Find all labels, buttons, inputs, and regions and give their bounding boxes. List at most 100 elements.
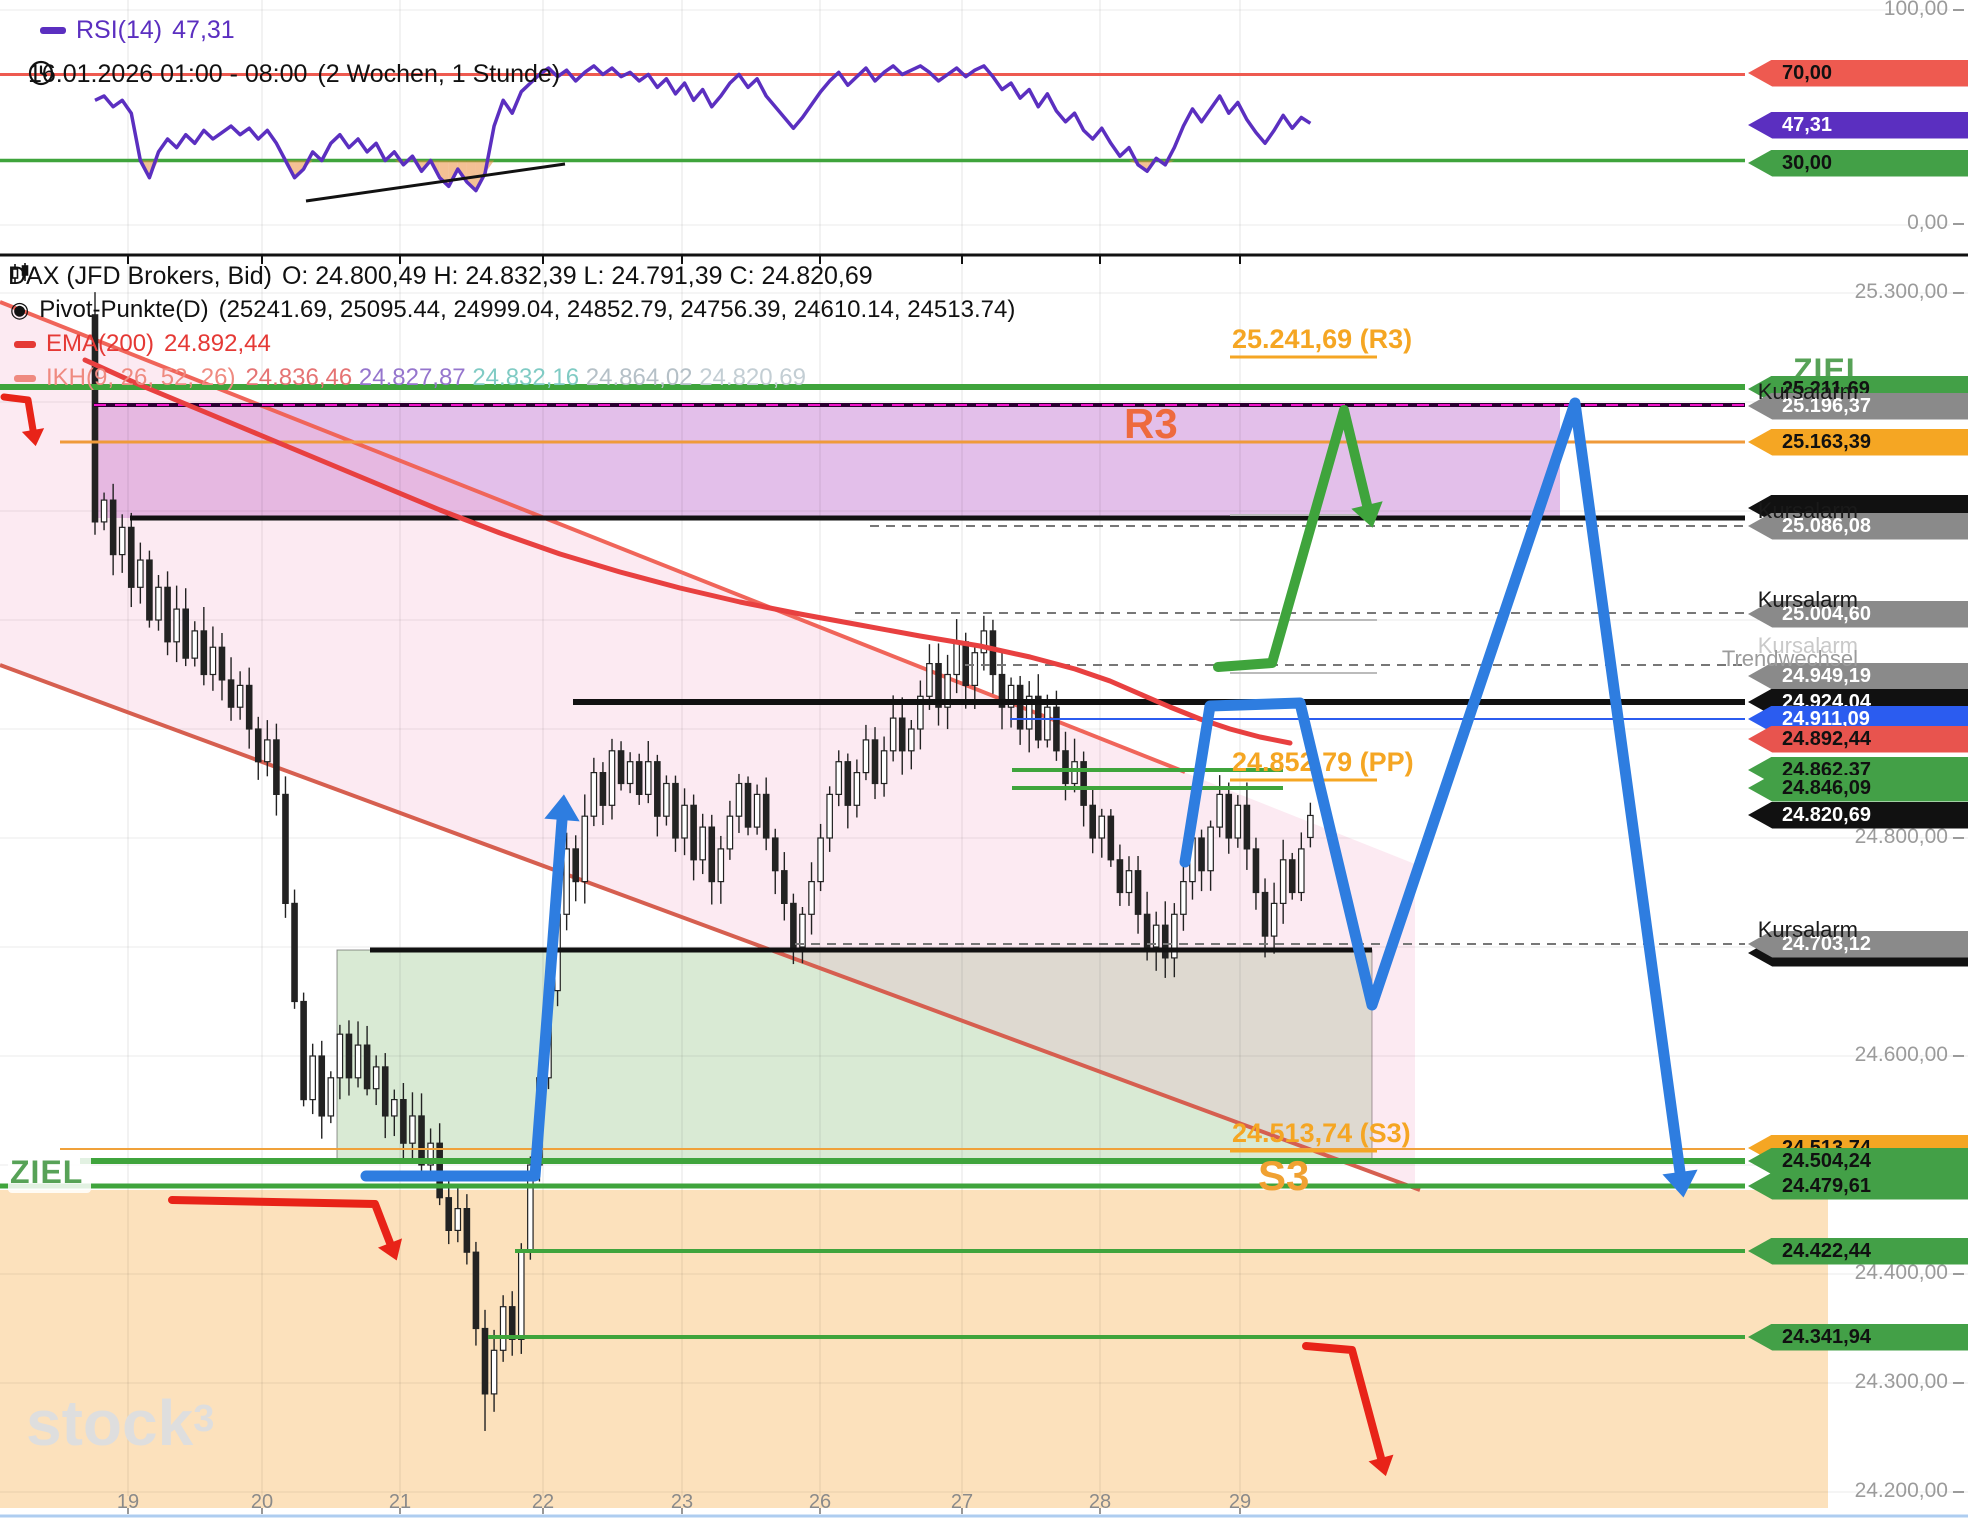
red-arrow-bottomleft[interactable] (168, 1196, 394, 1247)
candle-body (935, 662, 942, 708)
support-zone-green (336, 949, 1373, 1162)
instrument-icon (11, 263, 29, 284)
kursalarm-label[interactable]: Kursalarm (1757, 379, 1858, 404)
candle-body (463, 1207, 471, 1253)
candle-body (690, 804, 697, 861)
channel-upper-line[interactable] (0, 300, 1186, 774)
candle-body (862, 739, 870, 774)
rsi-legend-label: RSI(14) (76, 16, 163, 44)
candle-body (436, 1142, 443, 1199)
ziel-label-bottom: ZIEL (8, 1154, 92, 1193)
candle-body (1288, 859, 1296, 894)
candle-body (191, 630, 199, 659)
red-arrow-bottommid[interactable] (1302, 1342, 1385, 1462)
candle-body (1089, 804, 1097, 839)
axis-price-label: 24.200,00 (1854, 1479, 1965, 1502)
price-tag[interactable]: 24.892,44 (1748, 725, 1968, 753)
channel-lower-line[interactable] (0, 663, 1421, 1192)
candle-body (599, 771, 607, 806)
price-tag[interactable]: 25.163,39 (1748, 428, 1968, 456)
blue-arrow-up[interactable] (360, 814, 568, 1182)
green-scenario-arrow[interactable] (1213, 405, 1372, 672)
candle-body (1216, 793, 1223, 828)
candle-body (1152, 924, 1160, 948)
price-tag[interactable]: 25.086,08 (1748, 512, 1968, 540)
price-tag[interactable]: 30,00 (1748, 149, 1968, 177)
kursalarm-label[interactable]: Kursalarm (1757, 917, 1858, 942)
candle-body (581, 815, 589, 883)
candle-body (182, 608, 190, 659)
price-tag[interactable]: 24.504,24 (1748, 1147, 1968, 1175)
axis-day-label: 19 (116, 1491, 140, 1513)
ikh-line-icon (14, 374, 36, 382)
candle-body (363, 1044, 371, 1090)
candle-body (118, 526, 126, 556)
price-tag[interactable]: 25.004,60 (1748, 600, 1968, 628)
red-arrow-topleft[interactable] (0, 393, 37, 434)
candle-body (173, 608, 180, 643)
axis-price-label: 24.800,00 (1854, 825, 1965, 848)
blue-zigzag-arrow-head[interactable] (1662, 1169, 1698, 1198)
price-tag[interactable]: 70,00 (1748, 59, 1968, 87)
candle-body (626, 761, 634, 785)
ema-legend[interactable]: EMA(200) 24.892,44 (14, 330, 271, 358)
price-tag[interactable]: 24.820,69 (1748, 801, 1968, 829)
candle-body (1116, 859, 1124, 894)
time-granularity: (2 Wochen, 1 Stunde) (317, 60, 561, 88)
price-tag[interactable]: 24.341,94 (1748, 1323, 1968, 1351)
candle-body (672, 782, 679, 839)
kursalarm-label[interactable]: Kursalarm (1757, 498, 1858, 523)
s3-pivot-label: 24.513,74 (S3) (1232, 1118, 1411, 1148)
red-arrow-bottommid-head[interactable] (1368, 1454, 1394, 1477)
candle-body (218, 646, 226, 681)
price-tag[interactable]: 24.846,09 (1748, 774, 1968, 802)
instrument-row[interactable]: DAX (JFD Brokers, Bid) O: 24.800,49 H: 2… (8, 262, 873, 291)
pivot-legend[interactable]: ◉ Pivot-Punkte(D) (25241.69, 25095.44, 2… (10, 296, 1015, 324)
price-tag[interactable]: 24.703,12 (1748, 930, 1968, 958)
red-arrow-topleft-head[interactable] (21, 428, 45, 447)
price-tag[interactable]: 24.949,19 (1748, 662, 1968, 690)
candle-body (345, 1033, 353, 1079)
axis-price-label: 24.400,00 (1854, 1261, 1965, 1284)
kursalarm-label[interactable]: Kursalarm (1757, 633, 1858, 658)
axis-price-label: 24.300,00 (1854, 1370, 1965, 1393)
candle-body (273, 739, 280, 796)
price-tag[interactable]: 25.196,37 (1748, 392, 1968, 420)
axis-price-label: 100,00 (1884, 0, 1965, 21)
candle-body (146, 559, 153, 621)
price-tag[interactable]: 47,31 (1748, 111, 1968, 139)
candle-body (291, 902, 298, 1003)
blue-arrow-up-head[interactable] (544, 794, 580, 822)
candle-body (127, 526, 135, 588)
candle-body (372, 1066, 380, 1090)
candle-body (590, 771, 598, 817)
candle-body (781, 870, 788, 905)
price-tag[interactable]: 24.422,44 (1748, 1237, 1968, 1265)
candle-body (880, 750, 888, 785)
candle-body (744, 782, 752, 828)
blue-zigzag-arrow[interactable] (1179, 397, 1686, 1178)
rsi-legend[interactable]: RSI(14) 47,31 (40, 16, 235, 45)
axis-day-label: 26 (808, 1491, 832, 1513)
price-tag[interactable]: 24.479,61 (1748, 1172, 1968, 1200)
kursalarm-label[interactable]: Kursalarm (1757, 587, 1858, 612)
red-arrow-bottomleft-head[interactable] (377, 1238, 403, 1261)
green-scenario-arrow-head[interactable] (1351, 501, 1383, 528)
candle-body (445, 1197, 453, 1231)
time-row: 16.01.2026 01:00 - 08:00 (2 Wochen, 1 St… (28, 60, 560, 89)
stock3-watermark: stock3 (26, 1387, 215, 1459)
axis-day-label: 28 (1088, 1491, 1112, 1513)
candle-body (799, 913, 806, 948)
ikh-label: IKH(9, 26, 52, 26) (46, 364, 236, 391)
candle-body (1143, 913, 1151, 948)
axis-day-label: 20 (250, 1491, 274, 1513)
candle-body (1161, 924, 1169, 959)
candle-body (499, 1306, 507, 1351)
rsi-line-icon (40, 27, 66, 34)
ikh-legend[interactable]: IKH(9, 26, 52, 26) 24.836,46 24.827,87 2… (14, 364, 806, 392)
candle-body (1098, 815, 1106, 839)
candle-body (790, 902, 797, 948)
rsi-trendline[interactable] (305, 162, 566, 203)
trendwechsel-label[interactable]: Trendwechsel (1721, 646, 1858, 671)
